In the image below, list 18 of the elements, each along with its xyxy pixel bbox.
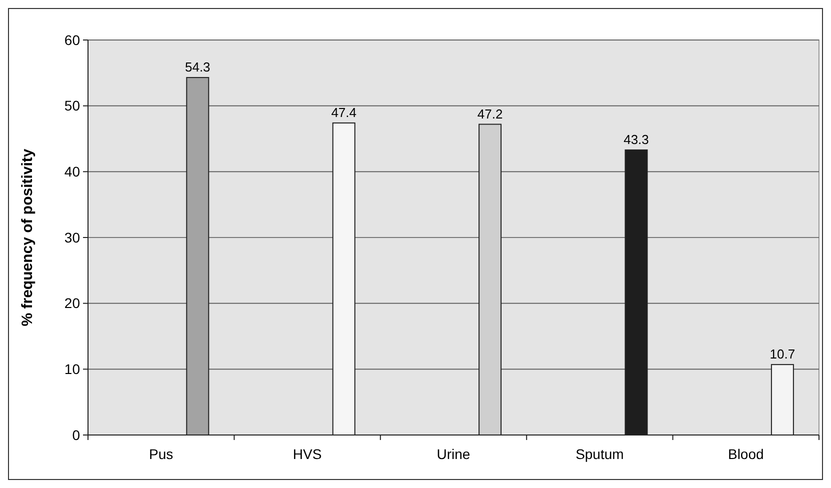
x-tick-label: Pus [149, 446, 174, 462]
y-tick-label: 30 [64, 229, 80, 246]
data-label: 10.7 [770, 346, 796, 362]
y-tick-label: 40 [64, 164, 80, 180]
y-tick-label: 0 [72, 426, 80, 443]
x-tick-label: HVS [292, 446, 322, 462]
x-tick-label: Blood [728, 446, 764, 462]
data-label: 47.2 [477, 106, 503, 122]
y-axis-title: % frequency of positivity [19, 148, 36, 326]
y-tick-label: 60 [64, 32, 80, 48]
y-tick-label: 10 [64, 361, 80, 378]
data-label: 43.3 [624, 132, 649, 147]
data-label: 47.4 [331, 104, 357, 120]
x-tick-label: Urine [436, 446, 470, 462]
x-tick-label: Sputum [576, 446, 624, 462]
y-tick-label: 20 [64, 295, 80, 312]
y-tick-label: 50 [64, 98, 80, 114]
data-label: 54.3 [184, 60, 210, 75]
